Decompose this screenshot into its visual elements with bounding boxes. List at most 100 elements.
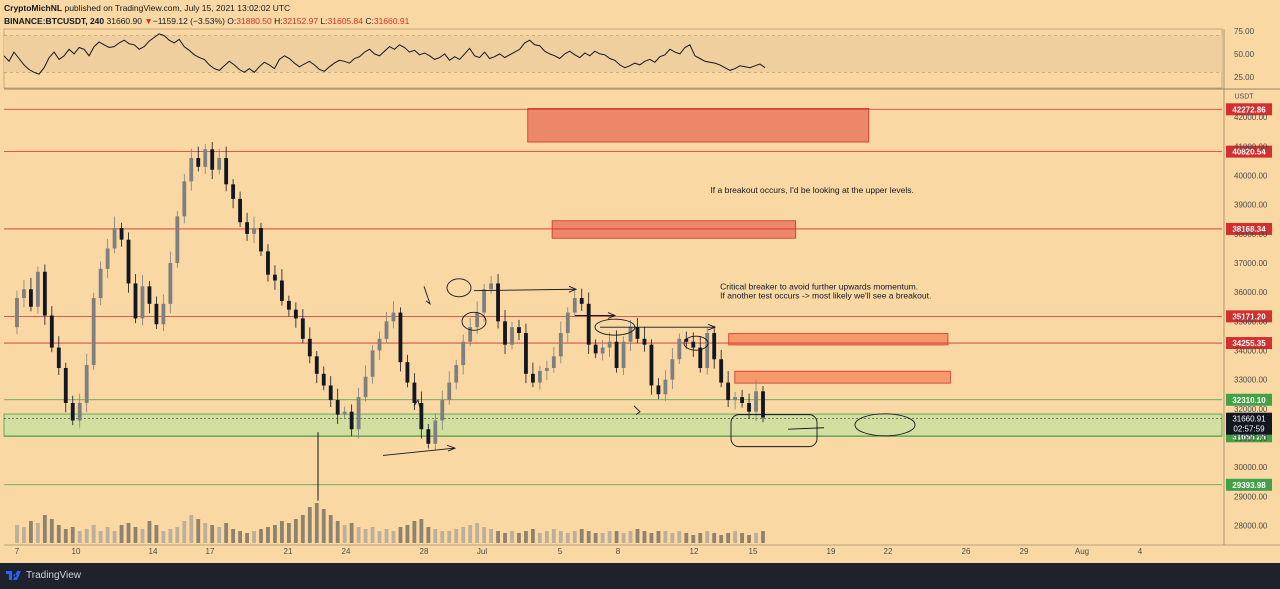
volume-bar bbox=[663, 531, 668, 543]
volume-bar bbox=[217, 527, 222, 543]
annotation-text-0: If a breakout occurs, I'd be looking at … bbox=[710, 185, 913, 195]
price-tick-label-0: 42000.00 bbox=[1234, 113, 1268, 122]
candle-body bbox=[252, 228, 256, 234]
candle-body bbox=[600, 347, 605, 354]
candle-body bbox=[586, 303, 591, 345]
candle-body bbox=[273, 274, 277, 281]
time-tick-label-9: 8 bbox=[616, 547, 621, 556]
hand-drawings bbox=[382, 278, 916, 456]
price-tick-label-5: 37000.00 bbox=[1234, 259, 1268, 268]
footer-bar bbox=[0, 563, 1280, 589]
drawn-circle-2 bbox=[461, 311, 487, 331]
symbol-label[interactable]: BINANCE:BTCUSDT, 240 bbox=[4, 16, 105, 26]
candle-body bbox=[363, 376, 368, 398]
candle-body bbox=[203, 149, 208, 167]
price-tick-label-4: 38000.00 bbox=[1234, 230, 1268, 239]
candle-body bbox=[42, 271, 47, 316]
candle-body bbox=[440, 400, 445, 421]
candle-body bbox=[489, 283, 494, 290]
current-price-tag bbox=[1226, 412, 1272, 435]
candle-body bbox=[607, 341, 612, 348]
candle-body bbox=[15, 298, 19, 328]
volume-bar bbox=[544, 531, 549, 543]
volume-bar bbox=[203, 523, 208, 543]
level-label-7: 29393.98 bbox=[1232, 481, 1266, 490]
volume-bar bbox=[761, 531, 765, 543]
level-tag-4 bbox=[1226, 337, 1272, 350]
volume-bar bbox=[412, 521, 417, 543]
volume-bar bbox=[307, 507, 312, 543]
candle-body bbox=[698, 347, 703, 368]
volume-bar bbox=[607, 531, 612, 543]
current-price-label: 31660.91 bbox=[1232, 415, 1266, 424]
volume-bar bbox=[140, 529, 145, 543]
candle-body bbox=[642, 338, 647, 345]
price-tick-label-13: 29000.00 bbox=[1234, 492, 1268, 501]
candle-body bbox=[537, 370, 542, 383]
candle-body bbox=[461, 341, 466, 366]
volume-bar bbox=[747, 535, 751, 543]
candle-body bbox=[119, 228, 124, 240]
volume-bar bbox=[398, 527, 403, 543]
candle-body bbox=[22, 289, 26, 299]
candle-body bbox=[426, 429, 431, 444]
candle-body bbox=[551, 356, 556, 368]
footer-brand[interactable]: TradingView bbox=[26, 570, 82, 581]
time-tick-label-7: Jul bbox=[477, 547, 487, 556]
volume-bar bbox=[231, 529, 236, 543]
volume-bar bbox=[670, 533, 675, 543]
drawn-arrow-head-4 bbox=[446, 444, 457, 452]
time-tick-label-17: 4 bbox=[1138, 547, 1143, 556]
volume-bar bbox=[691, 535, 696, 543]
volume-bar bbox=[558, 531, 563, 543]
tradingview-logo-icon[interactable] bbox=[6, 569, 22, 581]
volume-bar bbox=[614, 531, 619, 543]
candle-body bbox=[133, 283, 138, 319]
drawn-arrowhead-3 bbox=[707, 323, 717, 331]
volume-bar bbox=[517, 533, 521, 543]
candle-countdown-label: 02:57:59 bbox=[1233, 425, 1265, 434]
volume-bar bbox=[42, 515, 47, 543]
candle-body bbox=[391, 312, 396, 322]
candle-body bbox=[259, 228, 263, 252]
time-tick-label-1: 10 bbox=[72, 547, 81, 556]
volume-bar bbox=[112, 531, 117, 543]
volume-bar bbox=[649, 533, 654, 543]
time-tick-label-5: 24 bbox=[342, 547, 351, 556]
candle-body bbox=[754, 391, 758, 412]
rsi-tick-label-0: 75.00 bbox=[1234, 27, 1255, 36]
volume-bar bbox=[77, 531, 82, 543]
candle-body bbox=[293, 309, 298, 319]
candle-body bbox=[747, 402, 751, 412]
zone-support bbox=[3, 413, 1223, 437]
candle-body bbox=[377, 338, 382, 351]
volume-bar bbox=[726, 533, 731, 543]
candle-body bbox=[572, 298, 577, 313]
volume-bar bbox=[468, 525, 473, 543]
volume-bar bbox=[635, 529, 640, 543]
volume-bar bbox=[154, 525, 159, 543]
volume-bar bbox=[56, 525, 61, 543]
level-label-4: 34255.35 bbox=[1232, 339, 1266, 348]
level-label-6: 31056.26 bbox=[1232, 432, 1266, 441]
candle-body bbox=[530, 373, 535, 383]
candle-body bbox=[726, 382, 731, 401]
chart-header: CryptoMichNL published on TradingView.co… bbox=[0, 0, 1280, 28]
candle-body bbox=[245, 222, 249, 234]
candle-body bbox=[565, 312, 570, 333]
volume-bar bbox=[642, 531, 647, 543]
candle-body bbox=[433, 420, 438, 444]
author-name[interactable]: CryptoMichNL bbox=[4, 3, 63, 13]
symbol-info: BINANCE:BTCUSDT, 240 31660.90 ▼−1159.12 … bbox=[4, 16, 409, 26]
drawn-arrow-5 bbox=[787, 427, 825, 430]
axis-unit-label: USDT bbox=[1234, 93, 1254, 100]
price-tick-label-2: 40000.00 bbox=[1234, 172, 1268, 181]
volume-bar bbox=[335, 521, 340, 543]
rsi-band bbox=[4, 35, 1222, 73]
candle-body bbox=[635, 327, 640, 339]
volume-bar bbox=[245, 533, 249, 543]
volume-bars bbox=[15, 503, 765, 543]
chart-canvas[interactable]: 75.0050.0025.0042272.8640820.5438168.343… bbox=[0, 0, 1280, 563]
volume-bar bbox=[328, 515, 333, 543]
volume-bar bbox=[733, 531, 738, 543]
